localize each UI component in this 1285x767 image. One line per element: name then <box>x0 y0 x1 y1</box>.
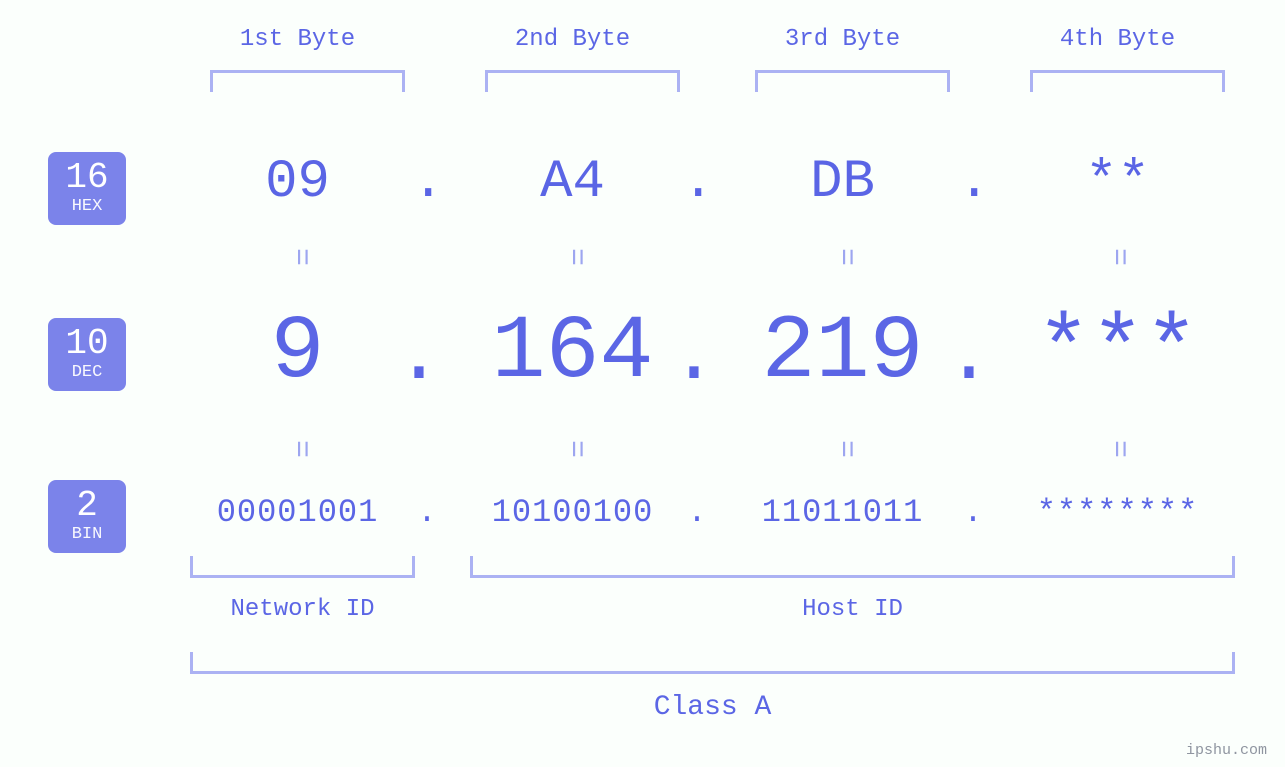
watermark: ipshu.com <box>1186 742 1267 759</box>
bracket-network-id <box>190 556 415 578</box>
label-class: Class A <box>190 692 1235 723</box>
bin-byte-3: 11011011 <box>720 494 965 531</box>
badge-hex-base: 16 <box>48 160 126 196</box>
badge-dec-name: DEC <box>48 364 126 381</box>
byte-grid: 1st Byte 2nd Byte 3rd Byte 4th Byte 09 A… <box>175 0 1240 767</box>
dec-dot-1: . <box>395 312 435 403</box>
bin-dot-1: . <box>417 494 437 531</box>
badge-bin-name: BIN <box>48 526 126 543</box>
bin-byte-1: 00001001 <box>175 494 420 531</box>
top-bracket-4 <box>1030 70 1225 92</box>
byte-label-4: 4th Byte <box>995 26 1240 53</box>
hex-byte-4: ** <box>995 152 1240 213</box>
top-bracket-1 <box>210 70 405 92</box>
byte-label-2: 2nd Byte <box>450 26 695 53</box>
eq-hex-dec-2: = <box>558 242 592 272</box>
bracket-host-id <box>470 556 1235 578</box>
bin-byte-4: ******** <box>995 494 1240 531</box>
eq-dec-bin-3: = <box>828 434 862 464</box>
dec-byte-2: 164 <box>450 302 695 404</box>
eq-dec-bin-4: = <box>1101 434 1135 464</box>
badge-dec: 10 DEC <box>48 318 126 391</box>
hex-byte-2: A4 <box>450 152 695 213</box>
bin-dot-2: . <box>687 494 707 531</box>
top-bracket-2 <box>485 70 680 92</box>
badge-bin: 2 BIN <box>48 480 126 553</box>
top-bracket-3 <box>755 70 950 92</box>
eq-dec-bin-1: = <box>283 434 317 464</box>
dec-byte-4: *** <box>995 302 1240 404</box>
dec-byte-1: 9 <box>175 302 420 404</box>
byte-label-3: 3rd Byte <box>720 26 965 53</box>
label-network-id: Network ID <box>190 596 415 623</box>
ip-diagram: 16 HEX 10 DEC 2 BIN 1st Byte 2nd Byte 3r… <box>0 0 1285 767</box>
badge-hex: 16 HEX <box>48 152 126 225</box>
label-host-id: Host ID <box>470 596 1235 623</box>
hex-dot-3: . <box>958 152 988 213</box>
eq-hex-dec-3: = <box>828 242 862 272</box>
eq-dec-bin-2: = <box>558 434 592 464</box>
dec-dot-2: . <box>670 312 710 403</box>
hex-dot-1: . <box>412 152 442 213</box>
bracket-class <box>190 652 1235 674</box>
badge-bin-base: 2 <box>48 488 126 524</box>
hex-dot-2: . <box>682 152 712 213</box>
eq-hex-dec-4: = <box>1101 242 1135 272</box>
bin-dot-3: . <box>963 494 983 531</box>
badge-dec-base: 10 <box>48 326 126 362</box>
dec-byte-3: 219 <box>720 302 965 404</box>
hex-byte-3: DB <box>720 152 965 213</box>
eq-hex-dec-1: = <box>283 242 317 272</box>
hex-byte-1: 09 <box>175 152 420 213</box>
badge-hex-name: HEX <box>48 198 126 215</box>
dec-dot-3: . <box>945 312 985 403</box>
bin-byte-2: 10100100 <box>450 494 695 531</box>
byte-label-1: 1st Byte <box>175 26 420 53</box>
